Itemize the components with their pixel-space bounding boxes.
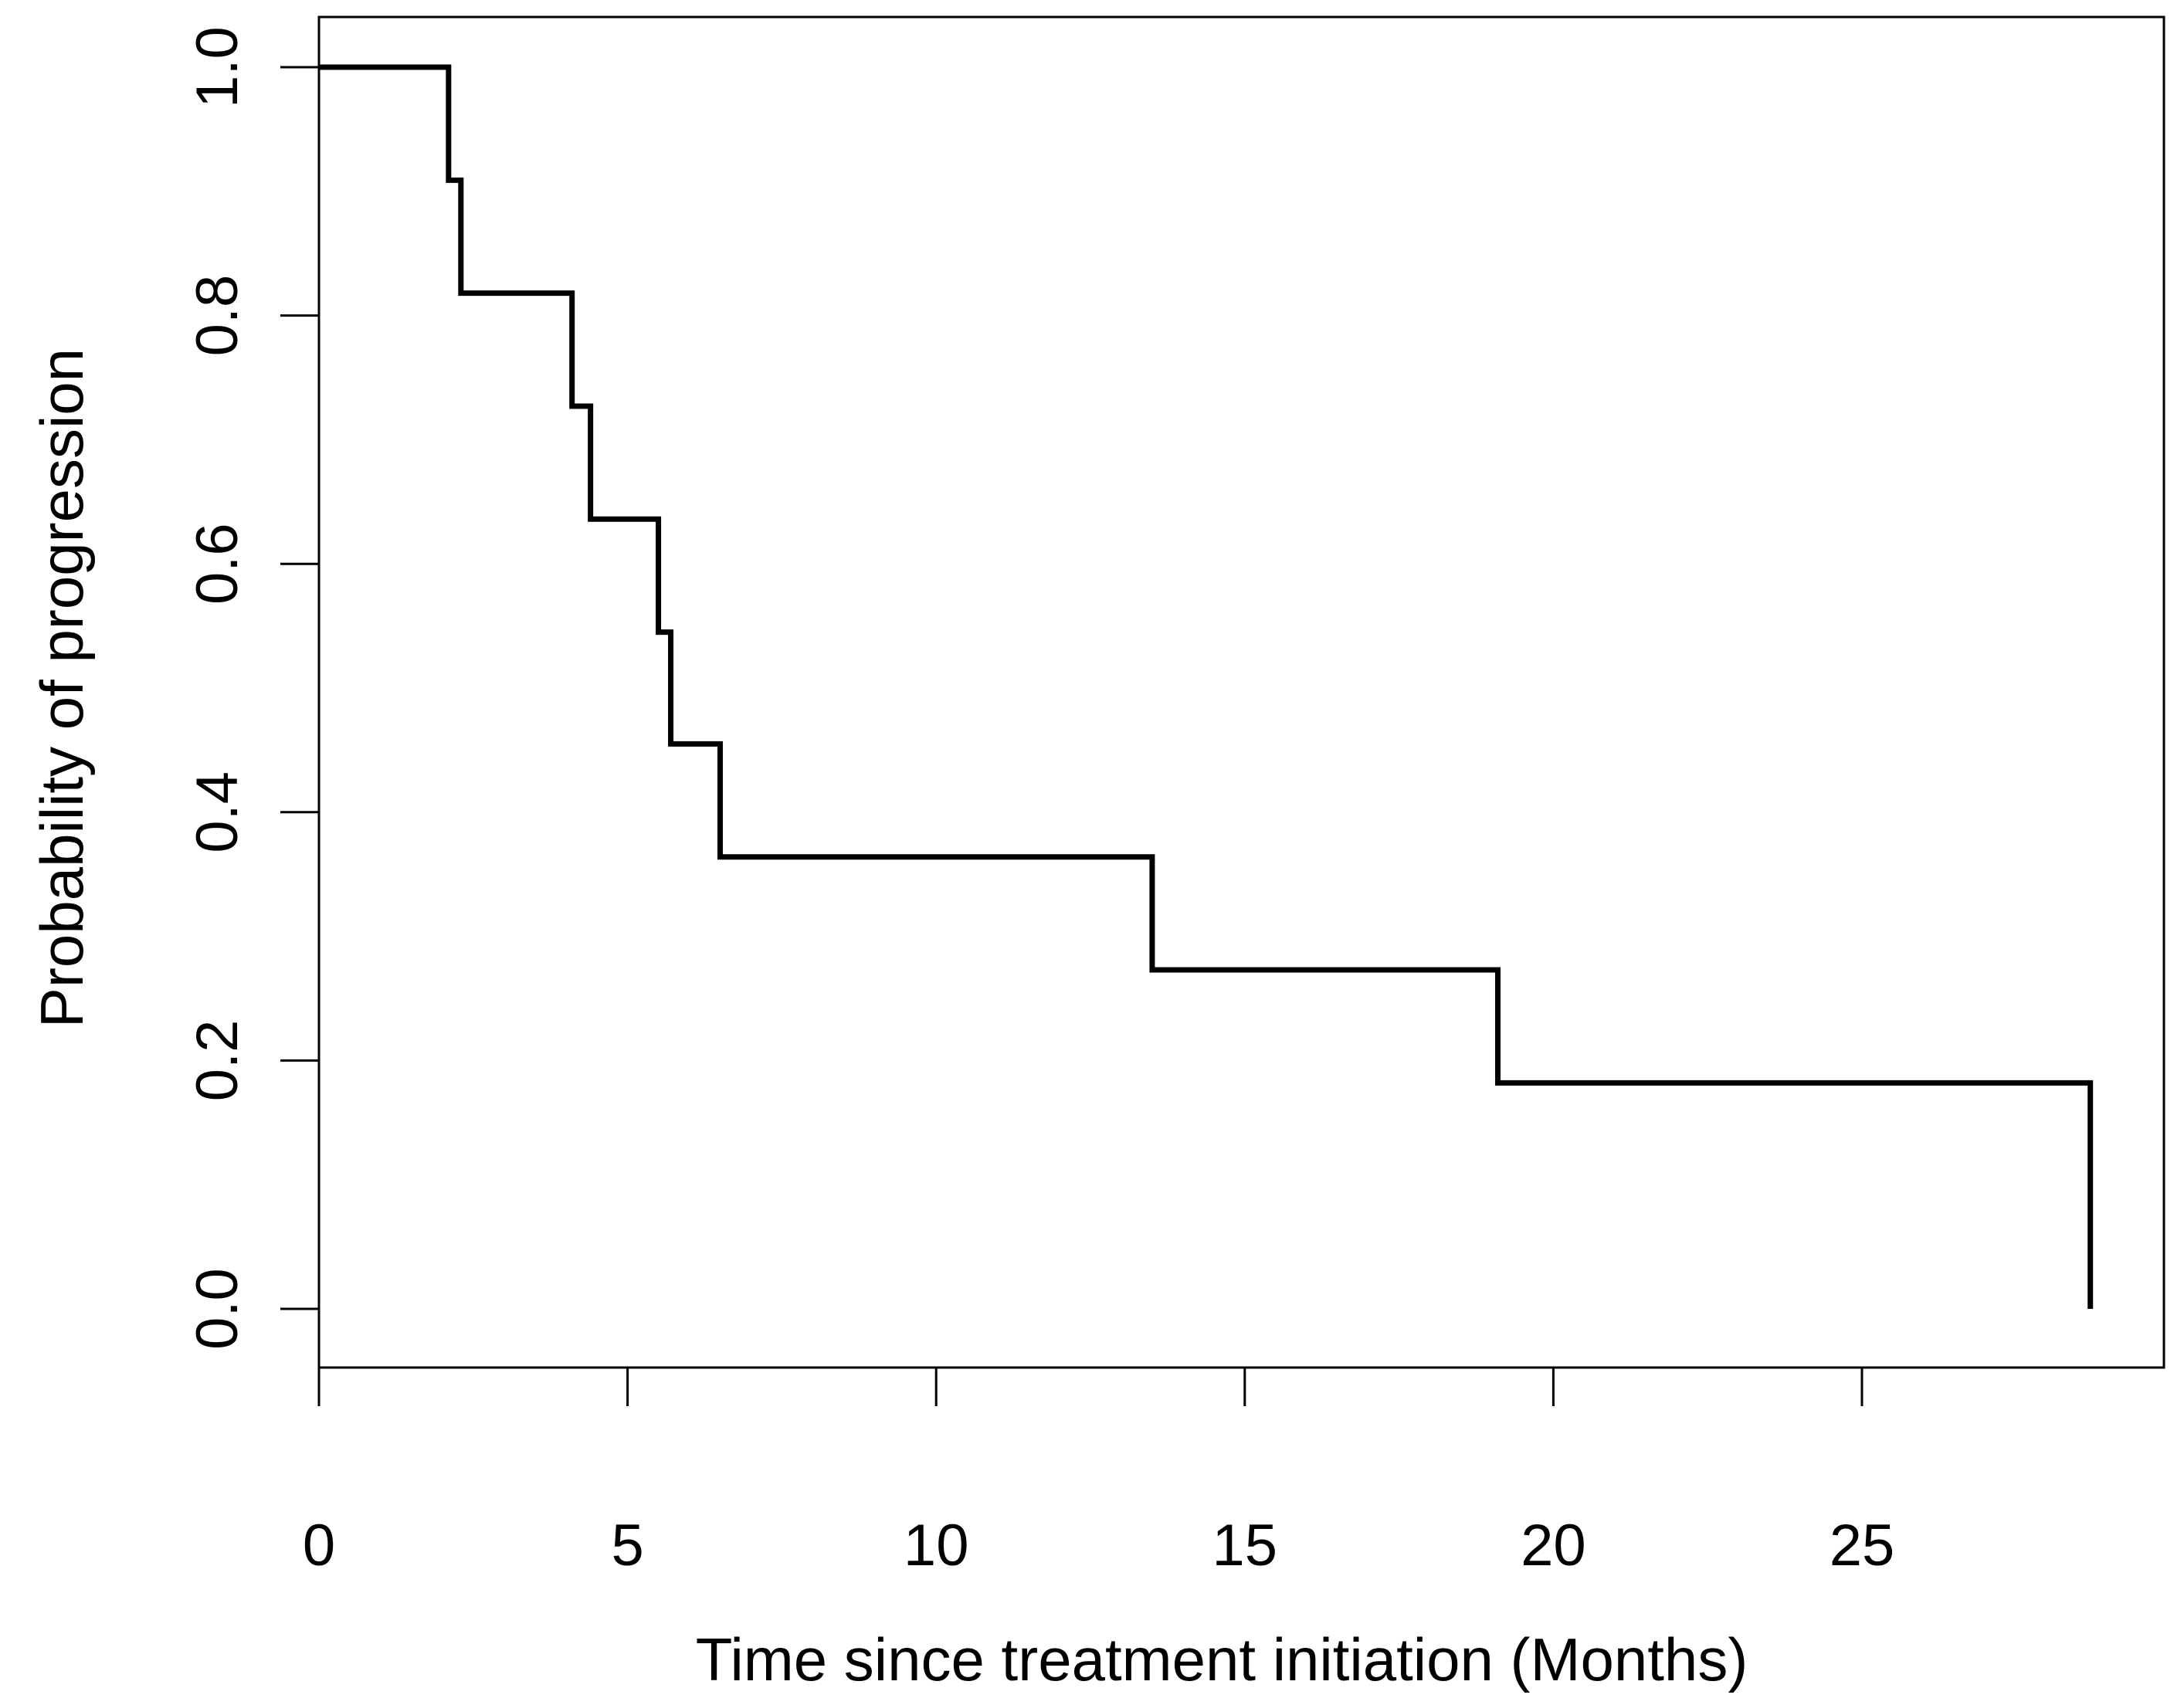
survival-step-curve (319, 64, 2094, 1309)
x-tick-label: 20 (1521, 1513, 1586, 1578)
y-tick-label: 0.6 (185, 523, 250, 605)
x-axis-tick-labels: 0 5 10 15 20 25 (303, 1513, 1894, 1578)
y-tick-label: 0.8 (185, 275, 250, 357)
y-axis-title: Probability of progression (28, 348, 96, 1028)
y-tick-label: 0.4 (185, 771, 250, 853)
x-tick-label: 5 (611, 1513, 643, 1578)
x-tick-label: 15 (1212, 1513, 1278, 1578)
survival-curve-group (319, 64, 2094, 1309)
y-tick-label: 1.0 (185, 26, 250, 108)
x-tick-label: 25 (1830, 1513, 1895, 1578)
x-axis-ticks (317, 1368, 1864, 1406)
x-tick-label: 0 (303, 1513, 335, 1578)
y-tick-label: 0.0 (185, 1268, 250, 1350)
x-tick-label: 10 (904, 1513, 969, 1578)
x-axis-title: Time since treatment initiation (Months) (696, 1625, 1748, 1693)
plot-box (317, 15, 2165, 1369)
y-tick-label: 0.2 (185, 1020, 250, 1102)
y-axis-tick-labels: 0.0 0.2 0.4 0.6 0.8 1.0 (185, 26, 250, 1350)
y-axis-ticks (280, 66, 319, 1310)
